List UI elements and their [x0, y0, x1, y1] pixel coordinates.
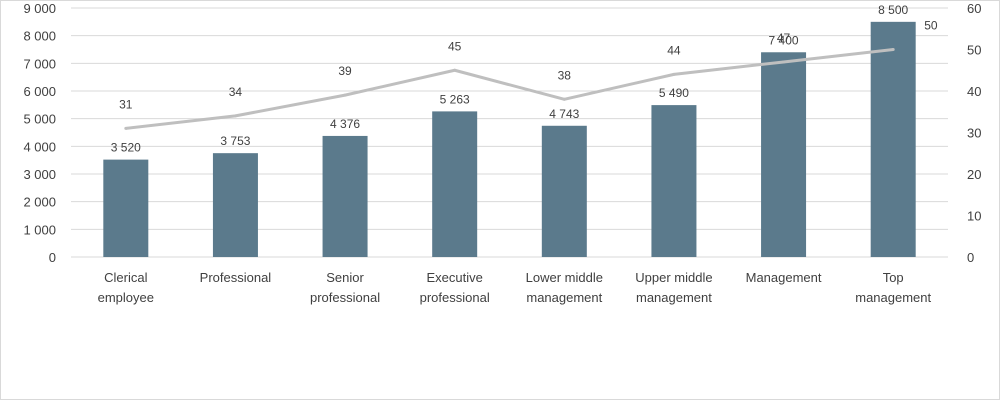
bar [761, 52, 807, 258]
bar [432, 111, 478, 257]
bar-data-label: 5 490 [659, 86, 689, 100]
bar [651, 105, 697, 257]
x-category-label: Management [746, 270, 822, 285]
x-category-label-line: Lower middle [526, 270, 603, 285]
y-left-tick-label: 1 000 [23, 222, 56, 237]
x-category-label: Professional [200, 270, 272, 285]
bar-data-label: 4 376 [330, 117, 360, 131]
bar-data-label: 3 520 [111, 141, 141, 155]
line-data-label: 34 [229, 85, 243, 99]
y-right-tick-label: 60 [967, 1, 981, 16]
x-category-label: Executive professional [420, 270, 490, 305]
y-left-tick-label: 7 000 [23, 56, 56, 71]
bar-data-label: 5 263 [440, 92, 470, 106]
bar [322, 135, 368, 257]
y-left-tick-label: 9 000 [23, 1, 56, 16]
line-point [124, 126, 128, 130]
line-point [672, 72, 676, 76]
x-category-label: Upper middle management [635, 270, 712, 305]
line-point [562, 97, 566, 101]
line-point [891, 48, 895, 51]
y-left-tick-label: 4 000 [23, 139, 56, 154]
x-category-label-line: Top [883, 270, 904, 285]
line-data-label: 44 [667, 43, 681, 57]
line-point [343, 93, 347, 97]
x-category-label-line: Upper middle [635, 270, 712, 285]
line-data-label: 50 [924, 19, 938, 33]
y-left-tick-label: 5 000 [23, 112, 56, 127]
x-category-label-line: Professional [200, 270, 272, 285]
x-category-label: Senior professional [310, 270, 380, 305]
y-right-tick-label: 0 [967, 250, 974, 265]
x-category-label-line: professional [420, 290, 490, 305]
bar-data-label: 4 743 [549, 107, 579, 121]
y-left-tick-label: 0 [49, 250, 56, 265]
bar-data-label: 7 400 [769, 33, 799, 47]
line-data-label: 45 [448, 39, 462, 53]
y-right-tick-label: 50 [967, 43, 981, 58]
line-data-label: 38 [558, 68, 572, 82]
x-category-label-line: management [526, 290, 602, 305]
y-right-tick-label: 30 [967, 126, 981, 141]
x-category-label-line: Clerical [104, 270, 147, 285]
bar [541, 125, 587, 257]
y-right-tick-label: 40 [967, 84, 981, 99]
line-data-label: 47 [777, 31, 791, 45]
x-category-label-line: management [636, 290, 712, 305]
line-data-label: 39 [338, 64, 352, 78]
bar [212, 153, 258, 257]
line-point [453, 68, 457, 72]
x-category-label-line: management [855, 290, 931, 305]
x-category-label-line: professional [310, 290, 380, 305]
x-category-label: Top management [855, 270, 931, 305]
y-left-tick-label: 3 000 [23, 167, 56, 182]
x-category-label: Lower middle management [526, 270, 603, 305]
bar [103, 159, 149, 257]
bar [870, 21, 916, 258]
x-category-label: Clerical employee [98, 270, 154, 305]
y-left-tick-label: 6 000 [23, 84, 56, 99]
y-left-tick-label: 2 000 [23, 195, 56, 210]
line-data-label: 31 [119, 97, 133, 111]
line-point [782, 60, 786, 64]
x-category-label-line: Senior [326, 270, 364, 285]
y-right-tick-label: 10 [967, 209, 981, 224]
series-line [125, 48, 894, 130]
y-left-tick-label: 8 000 [23, 29, 56, 44]
bar-data-label: 3 753 [220, 134, 250, 148]
x-category-label-line: Executive [427, 270, 483, 285]
line-point [233, 114, 237, 118]
x-category-label-line: employee [98, 290, 154, 305]
y-right-tick-label: 20 [967, 167, 981, 182]
x-category-label-line: Management [746, 270, 822, 285]
bar-data-label: 8 500 [878, 3, 908, 17]
